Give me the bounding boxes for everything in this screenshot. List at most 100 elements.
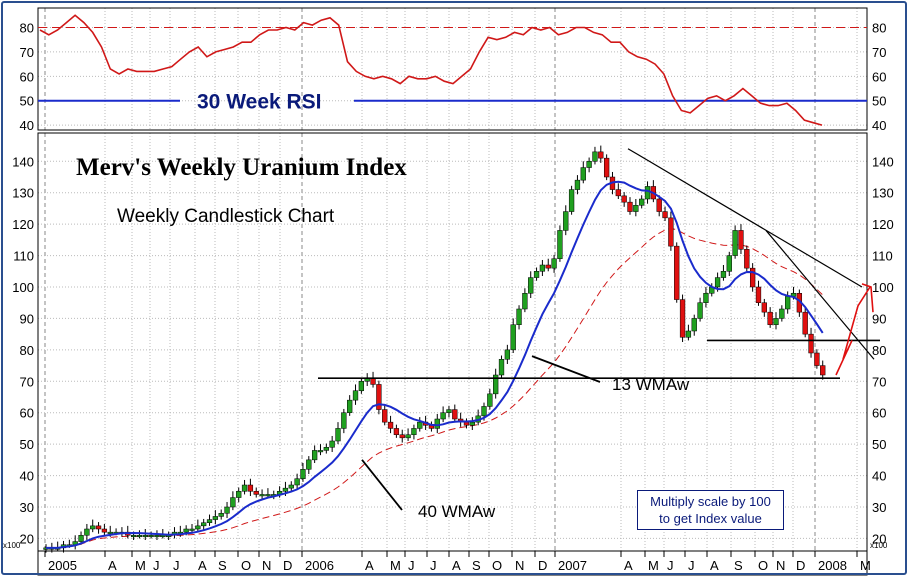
- date-tick-label: J: [688, 558, 695, 573]
- annotations: 13 WMAw 40 WMAw Merv's Weekly Uranium Inde…: [76, 148, 880, 521]
- date-tick-label: M: [860, 558, 871, 573]
- rsi-tick-label-left: 40: [20, 118, 34, 133]
- price-tick-label-left: 20: [20, 531, 34, 546]
- unit-label-left: x100: [3, 541, 21, 550]
- candle-body: [481, 406, 487, 417]
- price-tick-label-left: 90: [20, 311, 34, 326]
- date-tick-label: N: [515, 558, 524, 573]
- candle-body: [387, 421, 394, 429]
- candle-body: [142, 535, 148, 538]
- date-tick-label: S: [472, 558, 481, 573]
- date-tick-label: A: [710, 558, 719, 573]
- candle-body: [755, 286, 762, 303]
- date-tick-label: S: [734, 558, 743, 573]
- candle-body: [621, 195, 627, 203]
- date-tick-label: J: [173, 558, 180, 573]
- candle-body: [130, 535, 137, 538]
- candle-body: [317, 450, 324, 453]
- candle-body: [230, 497, 236, 508]
- projection-arrow: [835, 286, 871, 376]
- date-tick-label: 2008: [818, 558, 847, 573]
- candle-body: [399, 434, 405, 439]
- rsi-line: [39, 14, 823, 126]
- candle-body: [639, 198, 645, 206]
- price-tick-label-left: 120: [12, 217, 34, 232]
- candle-body: [440, 412, 446, 420]
- candle-body: [329, 440, 335, 448]
- candle-body: [487, 393, 493, 407]
- chart-subtitle: Weekly Candlestick Chart: [117, 206, 335, 227]
- candle-body: [265, 494, 271, 497]
- candle-body: [253, 491, 259, 495]
- candle-body: [615, 189, 621, 197]
- candle-body: [773, 318, 779, 325]
- candle-body: [136, 535, 143, 538]
- candle-body: [633, 205, 639, 212]
- candle-body: [516, 308, 522, 325]
- candle-body: [603, 157, 610, 178]
- candle-body: [95, 525, 102, 530]
- candle-body: [247, 484, 254, 492]
- price-tick-label-right: 100: [872, 280, 894, 295]
- candle-body: [761, 302, 767, 313]
- candle-body: [212, 516, 219, 520]
- price-tick-label-left: 130: [12, 186, 34, 201]
- candle-body: [376, 384, 382, 410]
- rsi-tick-label-right: 70: [872, 45, 886, 60]
- date-tick-label: A: [624, 558, 633, 573]
- price-tick-label-right: 80: [872, 343, 886, 358]
- date-tick-label: A: [108, 558, 117, 573]
- candle-body: [504, 349, 511, 360]
- candle-body: [522, 293, 528, 310]
- candle-body: [183, 528, 189, 533]
- candle-body: [533, 271, 540, 278]
- candle-body: [808, 333, 814, 354]
- candle-body: [288, 484, 294, 489]
- price-tick-label-right: 120: [872, 217, 894, 232]
- candle-body: [405, 434, 411, 439]
- scale-note-line-2: to get Index value: [659, 511, 762, 526]
- candle-body: [598, 151, 604, 159]
- candle-body: [393, 428, 400, 435]
- price-tick-label-right: 130: [872, 186, 894, 201]
- candle-body: [714, 277, 721, 288]
- candle-body: [101, 528, 108, 533]
- candle-body: [347, 399, 353, 413]
- rsi-tick-label-left: 50: [20, 94, 34, 109]
- candle-body: [656, 198, 662, 212]
- date-tick-label: J: [667, 558, 674, 573]
- candle-body: [767, 311, 773, 325]
- candle-body: [820, 365, 826, 376]
- ma13-line: [46, 180, 824, 549]
- candle-body: [306, 459, 312, 470]
- price-tick-label-left: 100: [12, 280, 34, 295]
- date-tick-label: A: [452, 558, 461, 573]
- price-panel: [43, 145, 826, 553]
- candle-body: [568, 189, 575, 212]
- candle-body: [551, 258, 557, 269]
- date-tick-label: O: [241, 558, 251, 573]
- unit-label-right: x100: [870, 541, 888, 550]
- candle-body: [627, 201, 633, 212]
- candle-body: [311, 450, 318, 461]
- candle-body: [323, 447, 329, 451]
- candle-body: [720, 271, 727, 278]
- candle-body: [691, 318, 697, 332]
- candle-body: [469, 421, 475, 426]
- candle-body: [341, 412, 347, 429]
- projection-arrowhead: [861, 283, 874, 313]
- rsi-tick-label-right: 50: [872, 94, 886, 109]
- ma13-label: 13 WMAw: [612, 375, 690, 394]
- ma40-label: 40 WMAw: [418, 502, 496, 521]
- candle-body: [300, 469, 306, 479]
- rsi-title: 30 Week RSI: [197, 91, 322, 114]
- date-tick-label: O: [492, 558, 502, 573]
- candle-body: [218, 513, 224, 517]
- price-tick-label-left: 80: [20, 343, 34, 358]
- price-tick-label-right: 110: [872, 249, 893, 264]
- rsi-tick-label-right: 40: [872, 118, 886, 133]
- candle-body: [259, 494, 265, 497]
- date-tick-label: M: [135, 558, 146, 573]
- candle-body: [744, 249, 750, 269]
